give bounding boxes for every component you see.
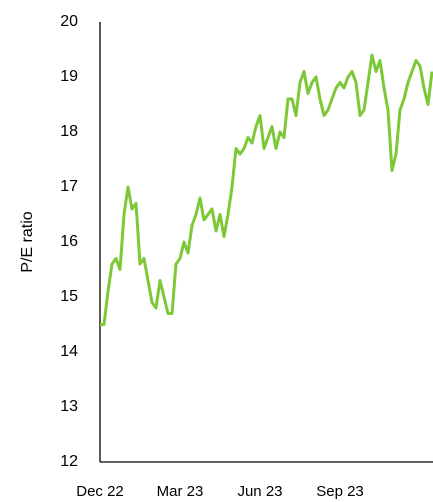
x-tick-label: Sep 23 xyxy=(316,483,364,500)
y-tick-label: 20 xyxy=(60,13,78,30)
y-tick-label: 17 xyxy=(60,178,78,195)
y-tick-label: 14 xyxy=(60,343,78,360)
y-tick-label: 12 xyxy=(60,453,78,470)
y-tick-label: 13 xyxy=(60,398,78,415)
y-tick-label: 15 xyxy=(60,288,78,305)
y-tick-label: 16 xyxy=(60,233,78,250)
x-tick-label: Dec 22 xyxy=(76,483,124,500)
y-tick-label: 18 xyxy=(60,123,78,140)
x-tick-label: Mar 23 xyxy=(157,483,204,500)
data-line xyxy=(100,53,433,326)
x-tick-label: Jun 23 xyxy=(237,483,282,500)
y-tick-label: 19 xyxy=(60,68,78,85)
y-axis-title: P/E ratio xyxy=(19,211,36,272)
